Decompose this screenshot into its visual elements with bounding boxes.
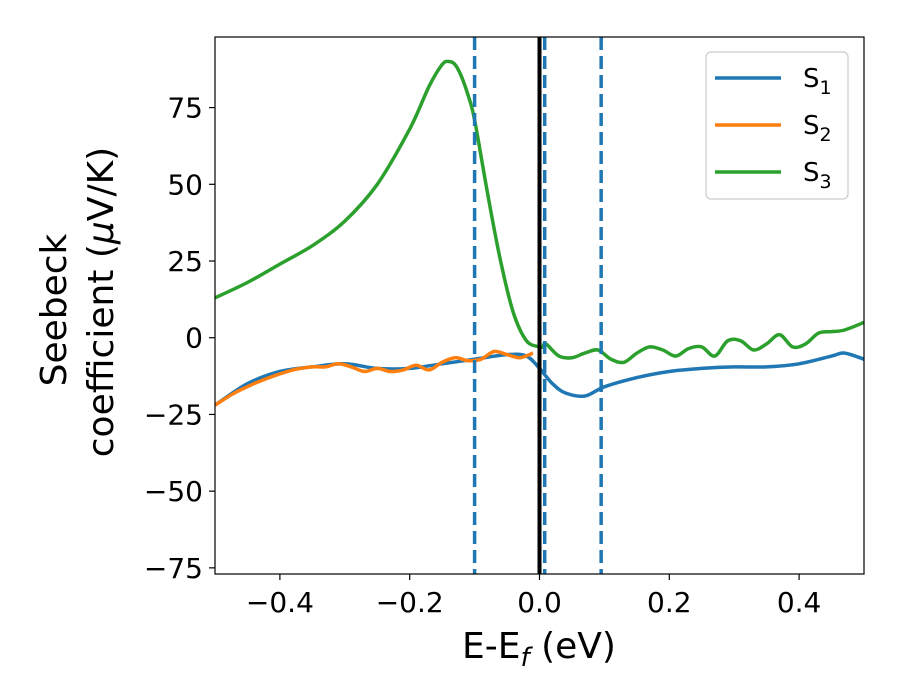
x-tick-label: −0.4 [246,586,314,619]
y-axis-title-line2: coefficient (μV/K) [81,147,122,457]
y-tick-label: −25 [144,398,203,431]
y-tick-label: 75 [167,92,203,125]
x-tick-label: −0.2 [376,586,444,619]
legend-label-s2: S2 [803,111,832,146]
y-axis-title-line1: Seebeck [34,233,75,386]
series-group [215,37,864,574]
tick-labels: −0.4 −0.2 0.0 0.2 0.4 −75 −50 −25 0 25 50 75 [144,92,821,619]
plot-area [215,37,864,574]
x-tick-label: 0.0 [517,586,562,619]
legend-label-s3: S3 [803,158,832,193]
legend: S1 S2 S3 [705,51,849,200]
y-tick-label: 25 [167,245,203,278]
y-tick-label: 0 [185,322,203,355]
x-tick-label: 0.2 [647,586,692,619]
y-tick-label: 50 [167,168,203,201]
y-tick-label: −50 [144,475,203,508]
x-axis-title: E-Ef (eV) [462,626,616,673]
x-tick-label: 0.4 [777,586,822,619]
series-line-s2 [215,349,534,407]
series-line-s3 [215,59,864,365]
legend-label-s1: S1 [803,64,832,99]
y-tick-label: −75 [144,552,203,585]
